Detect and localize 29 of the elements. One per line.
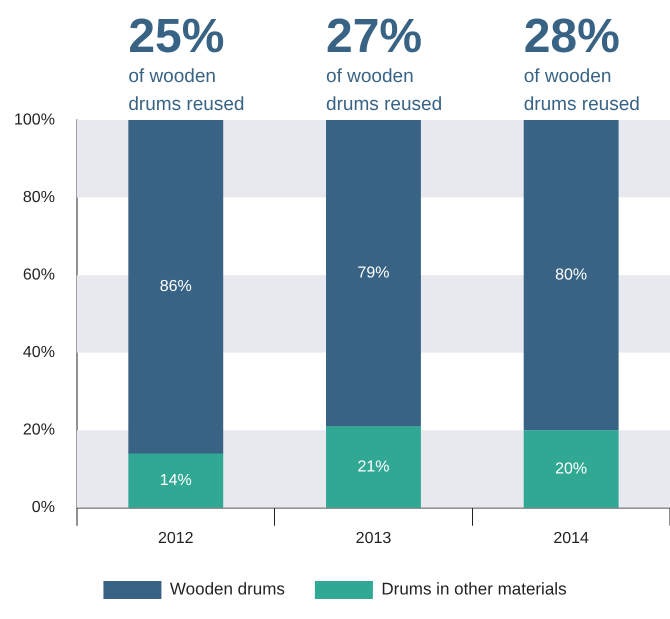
y-tick-label: 40% (22, 344, 55, 362)
bar (128, 120, 224, 454)
y-tick-label: 100% (14, 111, 55, 128)
text: of wooden drums reused (524, 66, 640, 115)
data-label: 14% (160, 472, 192, 490)
bar (326, 426, 421, 508)
y-tick-label: 0% (32, 499, 55, 516)
data-label: 86% (160, 278, 192, 296)
data-label: 20% (555, 460, 588, 478)
y-tick-label: 20% (22, 422, 55, 439)
x-tick-label: 2012 (158, 530, 194, 547)
y-tick-label: 60% (22, 266, 55, 284)
text: of wooden drums reused (326, 66, 442, 115)
bar (524, 120, 619, 430)
legend-label: Drums in other materials (381, 580, 567, 599)
text: 28% (524, 10, 620, 63)
x-tick-label: 2013 (356, 530, 392, 547)
data-label: 79% (357, 264, 390, 282)
legend-label: Wooden drums (170, 580, 285, 599)
data-label: 21% (357, 458, 390, 476)
text: 27% (326, 10, 422, 63)
text: 25% (128, 10, 224, 63)
text: of wooden drums reused (128, 66, 244, 115)
data-label: 80% (555, 266, 588, 284)
bar (326, 120, 421, 426)
y-tick-label: 80% (22, 188, 55, 206)
bar (128, 454, 224, 508)
x-tick-label: 2014 (553, 530, 590, 547)
bar (524, 430, 619, 508)
